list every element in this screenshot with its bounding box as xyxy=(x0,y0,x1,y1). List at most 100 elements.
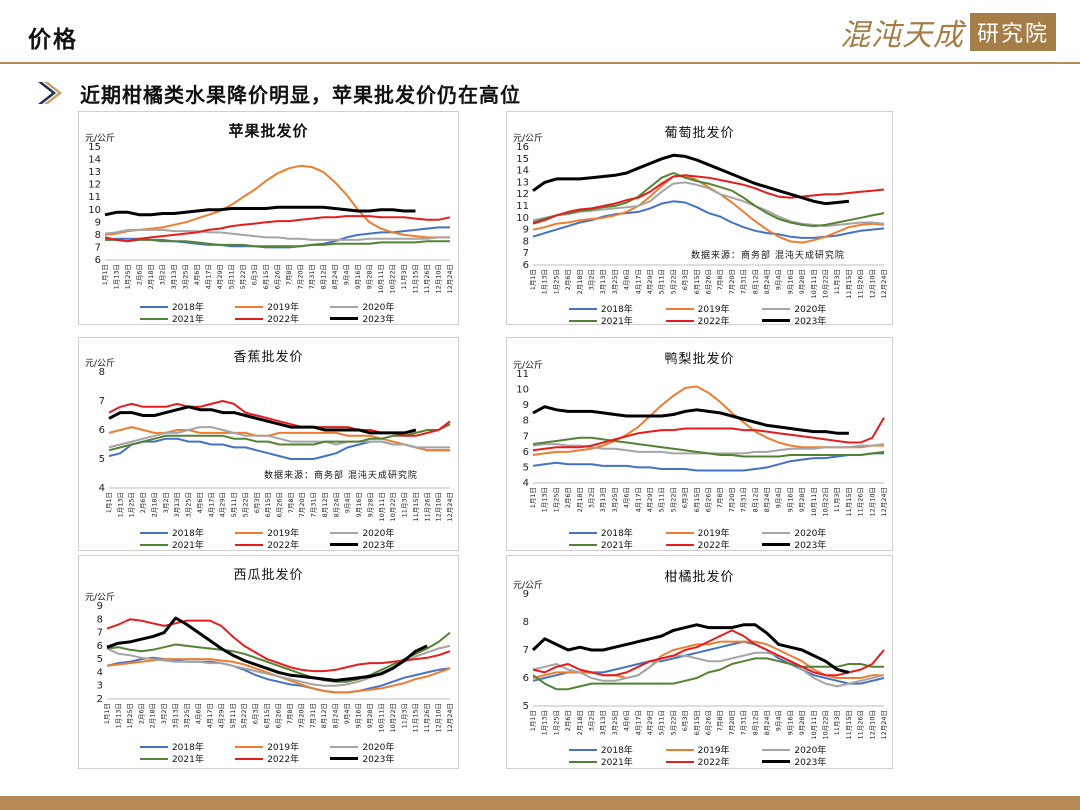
legend-label: 2021年 xyxy=(171,755,204,765)
x-tick-label: 11月26日 xyxy=(423,264,431,294)
legend-label: 2018年 xyxy=(600,746,633,756)
series-line-2021年 xyxy=(105,238,450,248)
x-tick-label: 3月13日 xyxy=(170,264,178,289)
y-tick-label: 6 xyxy=(99,425,105,436)
x-tick-label: 12月24日 xyxy=(446,492,454,522)
x-tick-label: 7月20日 xyxy=(297,264,305,289)
y-tick-label: 2 xyxy=(97,694,103,705)
x-tick-label: 5月22日 xyxy=(241,492,249,517)
chart-title: 柑橘批发价 xyxy=(664,570,735,585)
x-tick-label: 2月6日 xyxy=(564,710,572,731)
x-tick-label: 10月11日 xyxy=(810,269,818,299)
legend-label: 2020年 xyxy=(362,743,395,753)
x-tick-label: 9月16日 xyxy=(354,264,362,289)
x-tick-label: 8月24日 xyxy=(763,710,771,735)
slide-subtitle: 近期柑橘类水果降价明显，苹果批发价仍在高位 xyxy=(80,82,521,107)
x-tick-label: 1月1日 xyxy=(529,487,537,508)
y-tick-label: 14 xyxy=(516,166,529,177)
y-tick-label: 6 xyxy=(523,673,529,684)
x-tick-label: 7月31日 xyxy=(740,269,748,294)
x-tick-label: 4月17日 xyxy=(634,487,642,512)
legend-label: 2019年 xyxy=(697,305,730,315)
x-tick-label: 9月28日 xyxy=(366,703,374,728)
data-source-note: 数据来源：商务部 混沌天成研究院 xyxy=(691,251,845,261)
legend-swatch xyxy=(139,317,168,320)
legend-swatch xyxy=(139,757,168,760)
x-tick-label: 9月28日 xyxy=(366,264,374,289)
y-tick-label: 5 xyxy=(97,654,103,665)
legend-label: 2019年 xyxy=(267,303,300,313)
y-axis-unit: 元/公斤 xyxy=(513,581,544,591)
y-tick-label: 8 xyxy=(523,617,529,628)
legend-swatch xyxy=(762,319,791,322)
x-tick-label: 1月13日 xyxy=(541,487,549,512)
x-tick-label: 9月4日 xyxy=(343,703,351,724)
y-tick-label: 4 xyxy=(523,478,529,489)
y-tick-label: 7 xyxy=(523,431,529,442)
x-tick-label: 3月25日 xyxy=(611,710,619,735)
x-tick-label: 12月24日 xyxy=(880,487,888,517)
x-tick-label: 3月25日 xyxy=(611,487,619,512)
legend-swatch xyxy=(665,543,694,546)
y-tick-label: 15 xyxy=(516,154,529,165)
legend-item: 2018年 xyxy=(139,526,204,539)
legend-label: 2019年 xyxy=(697,529,730,539)
y-tick-label: 7 xyxy=(523,248,529,259)
x-tick-label: 10月11日 xyxy=(810,487,818,517)
chart-panel-watermelon: 西瓜批发价 元/公斤 2 3 4 5 6 7 8 9 1月1日 1月13日 1月25日 2月6日 2月18日… xyxy=(78,555,459,769)
chart-panel-apple: 苹果批发价 元/公斤 6 7 8 9 10 11 12 13 14 15 1月1日 1月13日 1月25日 2… xyxy=(78,111,459,325)
x-tick-label: 9月16日 xyxy=(355,492,363,517)
x-tick-label: 6月26日 xyxy=(705,710,713,735)
x-tick-label: 6月3日 xyxy=(252,703,260,724)
x-tick-label: 7月8日 xyxy=(286,703,294,724)
x-tick-label: 12月10日 xyxy=(868,487,876,517)
x-tick-label: 11月26日 xyxy=(857,269,865,299)
series-line-2023年 xyxy=(532,153,850,206)
legend-item: 2018年 xyxy=(568,302,633,315)
series-line-2018年 xyxy=(108,437,450,460)
legend-item: 2019年 xyxy=(665,526,730,539)
page-title: 价格 xyxy=(28,26,78,53)
x-tick-label: 2月6日 xyxy=(139,492,147,513)
x-tick-label: 9月28日 xyxy=(798,269,806,294)
legend-item: 2018年 xyxy=(568,743,633,756)
x-tick-label: 10月22日 xyxy=(822,710,830,740)
legend-swatch xyxy=(330,757,359,760)
legend-label: 2023年 xyxy=(362,755,395,765)
x-tick-label: 2月18日 xyxy=(576,710,584,735)
x-tick-label: 2月6日 xyxy=(564,269,572,290)
x-tick-label: 4月29日 xyxy=(217,703,225,728)
x-tick-label: 7月20日 xyxy=(297,703,305,728)
x-tick-label: 8月24日 xyxy=(331,264,339,289)
x-tick-label: 4月6日 xyxy=(196,492,204,513)
x-tick-label: 11月26日 xyxy=(857,487,865,517)
y-tick-label: 5 xyxy=(523,462,529,473)
legend-label: 2018年 xyxy=(171,303,204,313)
x-tick-label: 4月6日 xyxy=(194,703,202,724)
legend-swatch xyxy=(235,531,264,534)
x-tick-label: 3月2日 xyxy=(162,492,170,513)
legend-item: 2022年 xyxy=(235,752,299,765)
logo-box-text: 研究院 xyxy=(969,13,1056,51)
legend-label: 2018年 xyxy=(600,305,633,315)
series-line-2021年 xyxy=(106,631,451,683)
x-tick-label: 9月28日 xyxy=(798,710,806,735)
series-line-2021年 xyxy=(108,423,451,452)
x-tick-label: 4月17日 xyxy=(205,264,213,289)
x-tick-label: 1月13日 xyxy=(541,710,549,735)
x-tick-label: 9月16日 xyxy=(786,269,794,294)
x-tick-label: 2月18日 xyxy=(576,269,584,294)
legend-label: 2021年 xyxy=(600,317,633,327)
y-tick-label: 7 xyxy=(95,242,101,253)
x-tick-label: 4月6日 xyxy=(623,269,631,290)
legend-label: 2023年 xyxy=(794,541,827,551)
x-tick-label: 6月26日 xyxy=(705,269,713,294)
legend-label: 2023年 xyxy=(794,317,827,327)
legend-item: 2023年 xyxy=(330,538,394,551)
x-tick-label: 6月3日 xyxy=(251,264,259,285)
legend-swatch xyxy=(330,543,359,546)
x-tick-label: 7月8日 xyxy=(285,264,293,285)
x-tick-label: 10月22日 xyxy=(389,264,397,294)
x-tick-label: 6月26日 xyxy=(275,703,283,728)
